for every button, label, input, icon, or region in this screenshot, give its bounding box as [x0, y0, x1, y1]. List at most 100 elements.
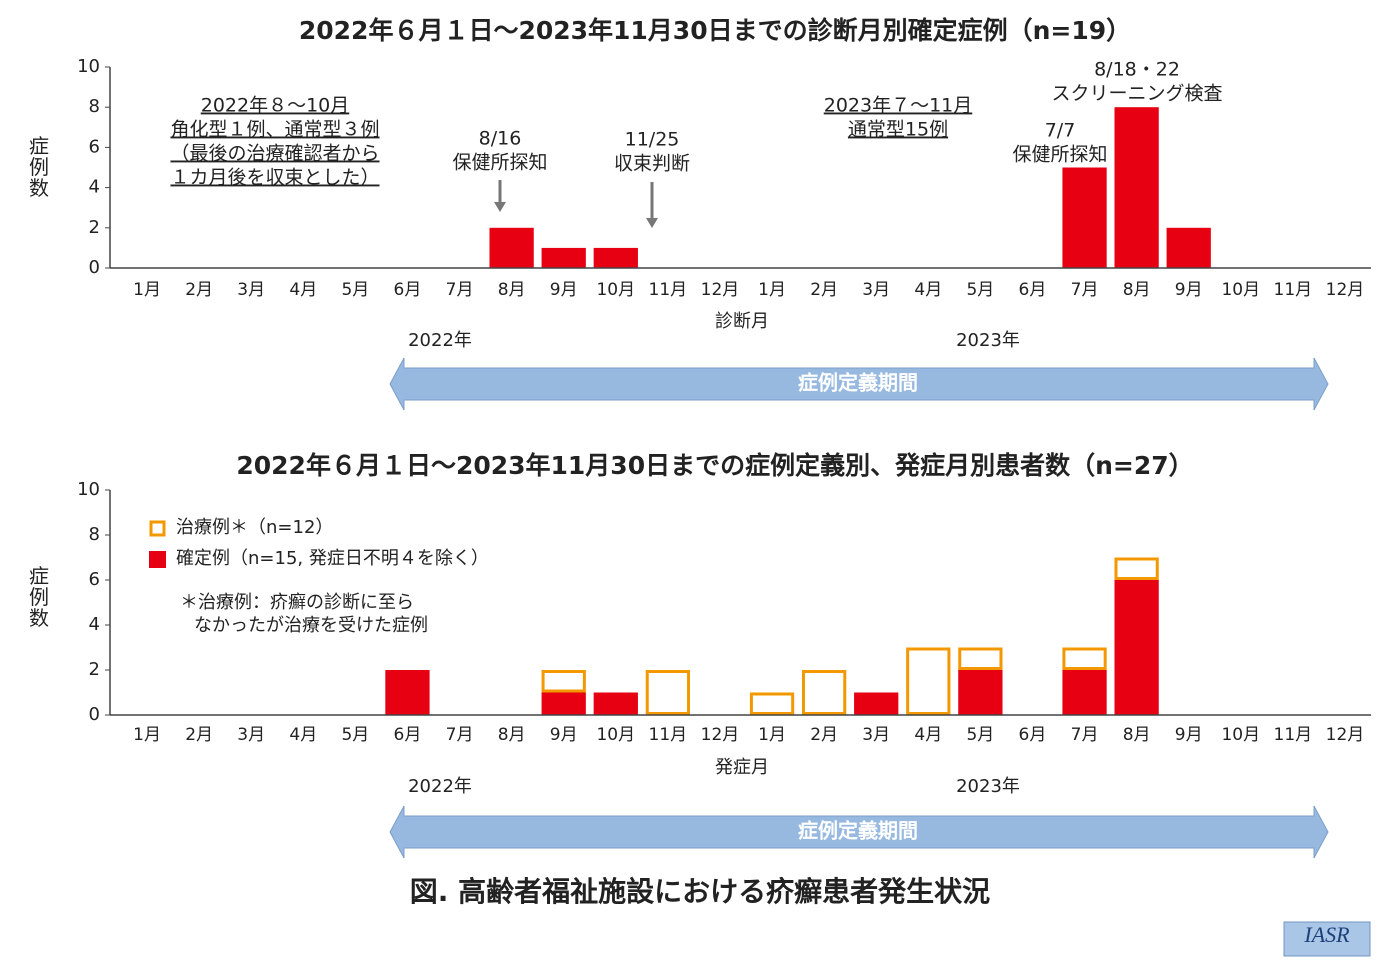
x-tick-label: 9月 — [550, 280, 578, 300]
x-tick-label: 11月 — [1274, 725, 1313, 745]
annotation: スクリーニング検査 — [1051, 83, 1222, 105]
bar-segment — [541, 692, 586, 715]
x-tick-label: 2月 — [185, 280, 213, 300]
bar — [1062, 167, 1107, 268]
annotation: 2023年７～11月 — [824, 95, 973, 117]
y-tick-label: 6 — [89, 136, 100, 157]
bar-segment — [958, 670, 1003, 715]
period-label: 症例定義期間 — [798, 819, 918, 843]
bar — [541, 247, 586, 268]
x-tick-label: 3月 — [862, 280, 890, 300]
annotation: 保健所探知 — [452, 152, 547, 174]
x-tick-label: 6月 — [394, 725, 422, 745]
x-tick-label: 1月 — [133, 280, 161, 300]
x-tick-label: 3月 — [237, 280, 265, 300]
annotation: １カ月後を収束とした） — [170, 167, 379, 189]
y-tick-label: 0 — [89, 257, 100, 278]
annotation-arrowhead — [494, 202, 506, 212]
x-tick-label: 3月 — [237, 725, 265, 745]
x-tick-label: 4月 — [914, 280, 942, 300]
bar-segment — [541, 670, 586, 693]
x-tick-label: 6月 — [1019, 280, 1047, 300]
annotation: 通常型15例 — [848, 119, 948, 141]
y-tick-label: 10 — [77, 479, 100, 500]
y-tick-label: 10 — [77, 56, 100, 77]
y-tick-label: 8 — [89, 524, 100, 545]
x-axis-label: 発症月 — [715, 757, 769, 778]
x-tick-label: 2月 — [185, 725, 213, 745]
chart-title: 2022年６月１日～2023年11月30日までの診断月別確定症例（n=19） — [299, 16, 1131, 45]
annotation-arrowhead — [646, 218, 658, 228]
y-tick-label: 8 — [89, 96, 100, 117]
year-label: 2023年 — [956, 776, 1020, 797]
x-tick-label: 8月 — [1123, 280, 1151, 300]
x-tick-label: 7月 — [1071, 280, 1099, 300]
x-tick-label: 12月 — [701, 280, 740, 300]
y-tick-label: 0 — [89, 704, 100, 725]
x-tick-label: 2月 — [810, 725, 838, 745]
logo-box — [1283, 921, 1371, 957]
bar-segment — [1062, 670, 1107, 715]
legend-label: 確定例（n=15, 発症日不明４を除く） — [176, 548, 489, 569]
x-tick-label: 9月 — [550, 725, 578, 745]
bar — [593, 247, 638, 268]
x-axis-label: 診断月 — [715, 311, 769, 332]
bar — [1166, 227, 1211, 268]
annotation: 保健所探知 — [1012, 144, 1107, 166]
y-axis-label: 症例数 — [26, 135, 50, 198]
y-tick-label: 2 — [89, 217, 100, 238]
annotation: 11/25 — [625, 129, 680, 151]
bar-segment — [645, 670, 691, 715]
y-axis-label: 症例数 — [26, 565, 50, 628]
y-tick-label: 6 — [89, 569, 100, 590]
year-label: 2023年 — [956, 330, 1020, 351]
bar-segment — [801, 670, 847, 715]
bar-segment — [958, 647, 1003, 670]
figure-caption: 図. 高齢者福祉施設における疥癬患者発生状況 — [410, 875, 990, 908]
x-tick-label: 11月 — [649, 280, 688, 300]
annotation: 7/7 — [1045, 120, 1076, 142]
footnote: なかったが治療を受けた症例 — [194, 615, 428, 636]
x-tick-label: 4月 — [914, 725, 942, 745]
bar-segment — [1114, 557, 1159, 580]
chart-title: 2022年６月１日～2023年11月30日までの症例定義別、発症月別患者数（n=… — [236, 451, 1193, 480]
x-tick-label: 12月 — [1326, 725, 1365, 745]
bar-segment — [906, 647, 951, 715]
x-tick-label: 5月 — [341, 725, 369, 745]
x-tick-label: 2月 — [810, 280, 838, 300]
y-tick-label: 2 — [89, 659, 100, 680]
annotation: 角化型１例、通常型３例 — [170, 119, 379, 141]
bar-segment — [1114, 580, 1159, 715]
bar — [1114, 107, 1159, 268]
x-tick-label: 8月 — [498, 725, 526, 745]
x-tick-label: 7月 — [1071, 725, 1099, 745]
bar-segment — [749, 692, 795, 715]
x-tick-label: 10月 — [596, 725, 635, 745]
x-tick-label: 1月 — [758, 725, 786, 745]
x-tick-label: 1月 — [758, 280, 786, 300]
x-tick-label: 10月 — [1221, 725, 1260, 745]
year-label: 2022年 — [408, 330, 472, 351]
annotation: 収束判断 — [614, 153, 690, 175]
x-tick-label: 7月 — [446, 280, 474, 300]
legend-label: 治療例＊（n=12） — [176, 517, 333, 538]
x-tick-label: 11月 — [1274, 280, 1313, 300]
bar — [489, 227, 534, 268]
x-tick-label: 8月 — [498, 280, 526, 300]
x-tick-label: 11月 — [649, 725, 688, 745]
bar-segment — [385, 670, 430, 715]
x-tick-label: 5月 — [341, 280, 369, 300]
x-tick-label: 1月 — [133, 725, 161, 745]
x-tick-label: 9月 — [1175, 725, 1203, 745]
legend-swatch — [149, 551, 166, 568]
x-tick-label: 10月 — [596, 280, 635, 300]
y-tick-label: 4 — [89, 177, 100, 198]
x-tick-label: 4月 — [289, 725, 317, 745]
bar-segment — [854, 692, 899, 715]
annotation: 8/18・22 — [1094, 59, 1180, 81]
annotation: 8/16 — [479, 128, 522, 150]
y-tick-label: 4 — [89, 614, 100, 635]
x-tick-label: 9月 — [1175, 280, 1203, 300]
x-tick-label: 8月 — [1123, 725, 1151, 745]
